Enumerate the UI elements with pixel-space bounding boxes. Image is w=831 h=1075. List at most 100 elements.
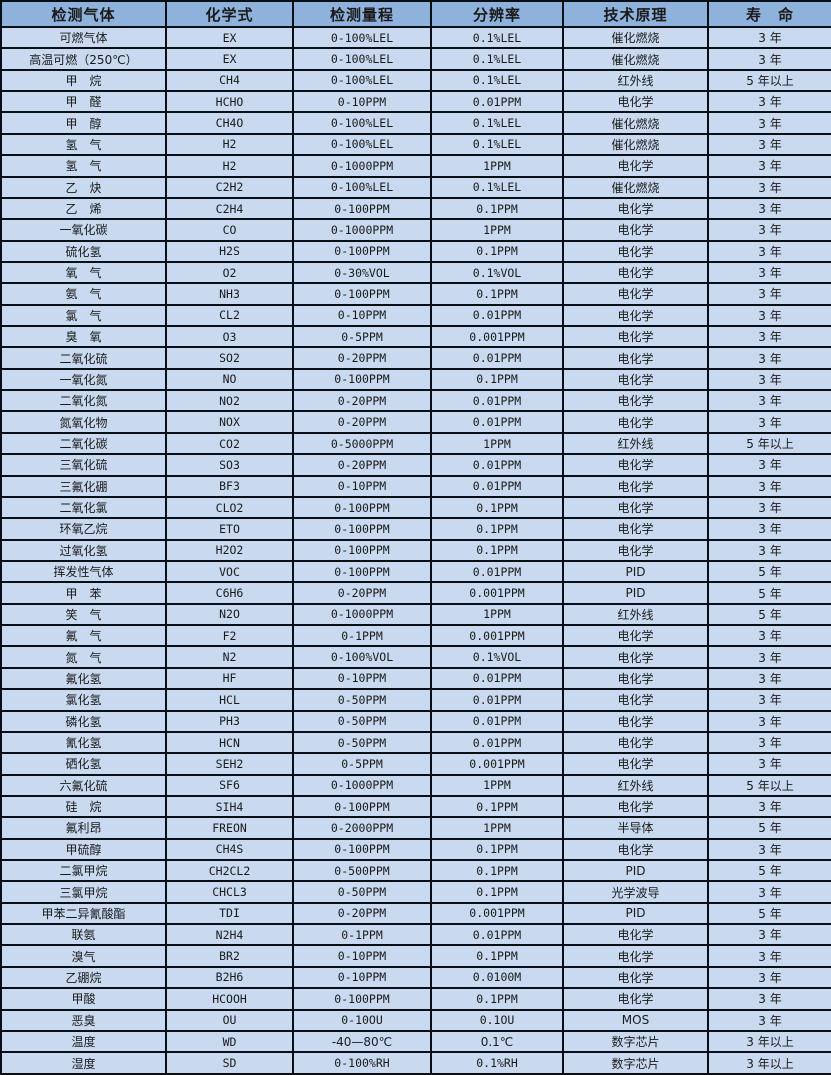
table-body: 可燃气体 EX 0-100%LEL 0.1%LEL 催化燃烧 3 年高温可燃（250℃） E… (0, 25, 831, 1075)
cell-lifetime: 3 年以上 (707, 1051, 831, 1075)
table-row: 氰化氢 HCN 0-50PPM 0.01PPM 电化学 3 年 (0, 730, 831, 755)
cell-lifetime: 3 年 (707, 90, 831, 114)
cell-technology: 电化学 (562, 730, 709, 755)
cell-chemical-formula: N2H4 (165, 923, 294, 947)
table-row: 三氟化硼 BF3 0-10PPM 0.01PPM 电化学 3 年 (0, 474, 831, 498)
table-row: 环氧乙烷 ETO 0-100PPM 0.1PPM 电化学 3 年 (0, 517, 831, 541)
table-row: 甲硫醇 CH4S 0-100PPM 0.1PPM 电化学 3 年 (0, 837, 831, 862)
cell-technology: 催化燃烧 (562, 175, 709, 199)
cell-technology: 电化学 (562, 325, 709, 349)
table-row: 甲 苯 C6H6 0-20PPM 0.001PPM PID 5 年 (0, 581, 831, 605)
cell-technology: 电化学 (562, 453, 709, 477)
cell-chemical-formula: CHCL3 (165, 880, 294, 904)
cell-gas-name: 笑 气 (0, 602, 167, 627)
cell-chemical-formula: F2 (165, 624, 294, 648)
cell-detection-range: 0-10PPM (292, 944, 432, 968)
cell-gas-name: 温度 (0, 1029, 167, 1054)
cell-lifetime: 5 年以上 (707, 431, 831, 456)
cell-resolution: 0.01PPM (430, 730, 564, 755)
cell-gas-name: 氰化氢 (0, 730, 167, 755)
cell-technology: 电化学 (562, 495, 709, 520)
cell-resolution: 0.1PPM (430, 837, 564, 862)
cell-technology: 红外线 (562, 68, 709, 93)
cell-chemical-formula: EX (165, 47, 294, 71)
cell-chemical-formula: C2H4 (165, 196, 294, 221)
cell-resolution: 0.1%LEL (430, 111, 564, 135)
cell-resolution: 0.001PPM (430, 325, 564, 349)
table-row: 甲 醇 CH4O 0-100%LEL 0.1%LEL 催化燃烧 3 年 (0, 111, 831, 135)
cell-lifetime: 3 年 (707, 965, 831, 990)
cell-gas-name: 氨 气 (0, 282, 167, 306)
cell-chemical-formula: BF3 (165, 474, 294, 498)
cell-detection-range: 0-100PPM (292, 538, 432, 563)
table-row: 挥发性气体 VOC 0-100PPM 0.01PPM PID 5 年 (0, 559, 831, 584)
cell-gas-name: 一氧化氮 (0, 367, 167, 392)
cell-detection-range: 0-50PPM (292, 709, 432, 733)
table-row: 磷化氢 PH3 0-50PPM 0.01PPM 电化学 3 年 (0, 709, 831, 733)
cell-technology: 数字芯片 (562, 1051, 709, 1075)
cell-lifetime: 3 年 (707, 538, 831, 563)
cell-technology: PID (562, 559, 709, 584)
cell-chemical-formula: NO2 (165, 389, 294, 413)
table-row: 甲酸 HCOOH 0-100PPM 0.1PPM 电化学 3 年 (0, 987, 831, 1011)
cell-lifetime: 5 年 (707, 901, 831, 926)
cell-chemical-formula: N2 (165, 645, 294, 669)
column-header-technology: 技术原理 (562, 0, 709, 28)
cell-lifetime: 3 年 (707, 303, 831, 328)
table-row: 二氧化硫 SO2 0-20PPM 0.01PPM 电化学 3 年 (0, 346, 831, 370)
cell-resolution: 0.1PPM (430, 794, 564, 819)
cell-technology: 电化学 (562, 688, 709, 712)
table-row: 氟化氢 HF 0-10PPM 0.01PPM 电化学 3 年 (0, 666, 831, 691)
cell-lifetime: 3 年 (707, 794, 831, 819)
cell-detection-range: 0-100%LEL (292, 132, 432, 157)
cell-gas-name: 湿度 (0, 1051, 167, 1075)
cell-lifetime: 3 年 (707, 688, 831, 712)
column-header-chemical-formula: 化学式 (165, 0, 294, 28)
cell-technology: 红外线 (562, 431, 709, 456)
cell-detection-range: 0-2000PPM (292, 816, 432, 840)
cell-technology: 数字芯片 (562, 1029, 709, 1054)
cell-technology: PID (562, 858, 709, 883)
cell-detection-range: 0-20PPM (292, 389, 432, 413)
cell-detection-range: 0-20PPM (292, 346, 432, 370)
cell-detection-range: 0-100%LEL (292, 175, 432, 199)
cell-resolution: 0.01PPM (430, 559, 564, 584)
cell-resolution: 0.01PPM (430, 389, 564, 413)
cell-gas-name: 二氧化氯 (0, 495, 167, 520)
cell-resolution: 0.1PPM (430, 239, 564, 263)
cell-gas-name: 二氧化硫 (0, 346, 167, 370)
cell-technology: 红外线 (562, 773, 709, 797)
cell-lifetime: 3 年 (707, 944, 831, 968)
cell-chemical-formula: CL2 (165, 303, 294, 328)
cell-technology: 电化学 (562, 90, 709, 114)
cell-technology: 电化学 (562, 239, 709, 263)
cell-lifetime: 3 年 (707, 410, 831, 434)
cell-chemical-formula: WD (165, 1029, 294, 1054)
cell-detection-range: -40—80℃ (292, 1029, 432, 1054)
table-row: 一氧化氮 NO 0-100PPM 0.1PPM 电化学 3 年 (0, 367, 831, 392)
cell-technology: 催化燃烧 (562, 132, 709, 157)
cell-technology: 电化学 (562, 410, 709, 434)
cell-detection-range: 0-30%VOL (292, 260, 432, 285)
cell-chemical-formula: HCN (165, 730, 294, 755)
cell-gas-name: 氢 气 (0, 132, 167, 157)
table-row: 氮 气 N2 0-100%VOL 0.1%VOL 电化学 3 年 (0, 645, 831, 669)
cell-lifetime: 3 年 (707, 517, 831, 541)
cell-chemical-formula: SO2 (165, 346, 294, 370)
cell-chemical-formula: CH2CL2 (165, 858, 294, 883)
cell-detection-range: 0-1000PPM (292, 218, 432, 242)
column-header-gas-name: 检测气体 (0, 0, 167, 28)
cell-resolution: 1PPM (430, 431, 564, 456)
cell-gas-name: 甲苯二异氰酸酯 (0, 901, 167, 926)
cell-gas-name: 氧 气 (0, 260, 167, 285)
cell-technology: 电化学 (562, 389, 709, 413)
cell-gas-name: 臭 氧 (0, 325, 167, 349)
cell-lifetime: 3 年 (707, 218, 831, 242)
cell-technology: MOS (562, 1008, 709, 1032)
table-row: 三氧化硫 SO3 0-20PPM 0.01PPM 电化学 3 年 (0, 453, 831, 477)
table-row: 氯 气 CL2 0-10PPM 0.01PPM 电化学 3 年 (0, 303, 831, 328)
cell-detection-range: 0-20PPM (292, 581, 432, 605)
cell-chemical-formula: H2S (165, 239, 294, 263)
table-row: 高温可燃（250℃） EX 0-100%LEL 0.1%LEL 催化燃烧 3 年 (0, 47, 831, 71)
